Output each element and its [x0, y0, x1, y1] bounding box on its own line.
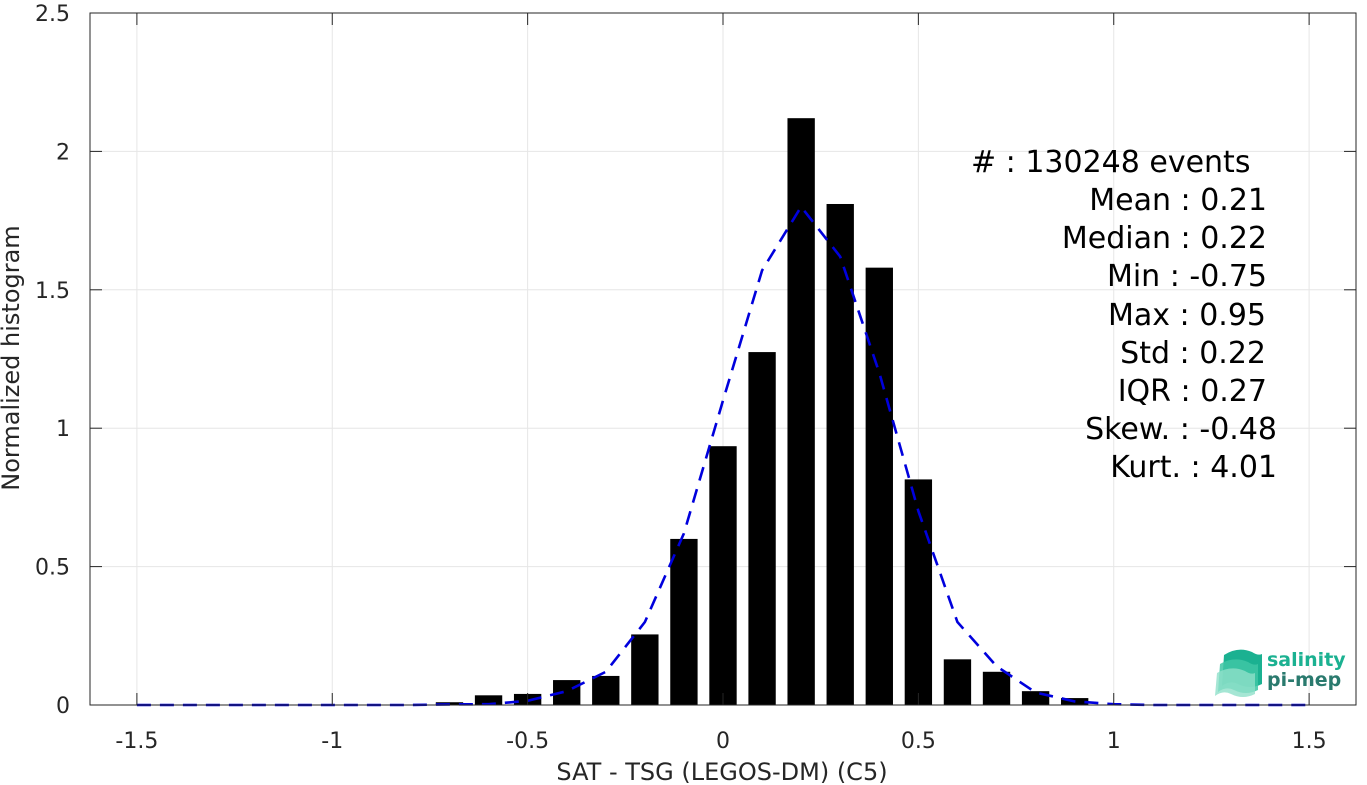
- x-tick-label-6: 1.5: [1292, 729, 1327, 754]
- y-tick-label-5: 2.5: [35, 2, 70, 27]
- histogram-bar-9: [787, 118, 815, 705]
- x-axis-label: SAT - TSG (LEGOS-DM) (C5): [556, 758, 887, 785]
- statistics-annotation: # : 130248 events Mean : 0.21 Median : 0…: [971, 145, 1277, 485]
- histogram-bar-5: [631, 634, 659, 705]
- y-tick-label-0: 0: [56, 694, 70, 719]
- y-tick-labels: 0 0.5 1 1.5 2 2.5: [35, 2, 70, 719]
- y-tick-label-4: 2: [56, 140, 70, 165]
- histogram-bar-13: [943, 659, 972, 705]
- y-tick-label-2: 1: [56, 417, 70, 442]
- x-tick-label-1: -1: [321, 729, 343, 754]
- histogram-bar-1: [474, 695, 503, 705]
- y-axis-label: Normalized histogram: [0, 225, 25, 490]
- histogram-bar-10: [826, 203, 854, 705]
- histogram-bar-11: [865, 267, 893, 705]
- stat-min: Min : -0.75: [1107, 259, 1267, 294]
- stat-median: Median : 0.22: [1062, 221, 1267, 256]
- histogram-bar-7: [709, 446, 737, 705]
- x-tick-labels: -1.5 -1 -0.5 0 0.5 1 1.5: [115, 729, 1326, 754]
- salinity-pi-mep-logo: salinity pi-mep: [1215, 649, 1346, 697]
- y-tick-label-1: 0.5: [35, 556, 70, 581]
- logo-text-pi-mep: pi-mep: [1267, 669, 1341, 691]
- x-tick-label-2: -0.5: [506, 729, 549, 754]
- stat-count: # : 130248 events: [971, 145, 1250, 180]
- histogram-bar-14: [982, 671, 1011, 705]
- stat-std: Std : 0.22: [1120, 336, 1266, 371]
- logo-text-salinity: salinity: [1267, 649, 1346, 671]
- x-tick-label-5: 1: [1107, 729, 1121, 754]
- stat-max: Max : 0.95: [1108, 298, 1266, 333]
- x-tick-label-0: -1.5: [115, 729, 158, 754]
- stat-kurt: Kurt. : 4.01: [1110, 450, 1277, 485]
- histogram-bar-15: [1021, 691, 1050, 705]
- histogram-bar-12: [904, 479, 933, 705]
- histogram-bar-8: [748, 352, 776, 705]
- x-tick-label-4: 0.5: [901, 729, 936, 754]
- axis-ticks: [90, 12, 1356, 706]
- stat-iqr: IQR : 0.27: [1118, 374, 1267, 409]
- histogram-bar-4: [592, 675, 620, 705]
- stat-skew: Skew. : -0.48: [1085, 412, 1277, 447]
- x-tick-label-3: 0: [716, 729, 730, 754]
- histogram-bars: [435, 118, 1089, 705]
- histogram-bar-6: [670, 538, 698, 705]
- y-tick-label-3: 1.5: [35, 279, 70, 304]
- logo-wave-icon: [1215, 649, 1262, 697]
- stat-mean: Mean : 0.21: [1089, 183, 1267, 218]
